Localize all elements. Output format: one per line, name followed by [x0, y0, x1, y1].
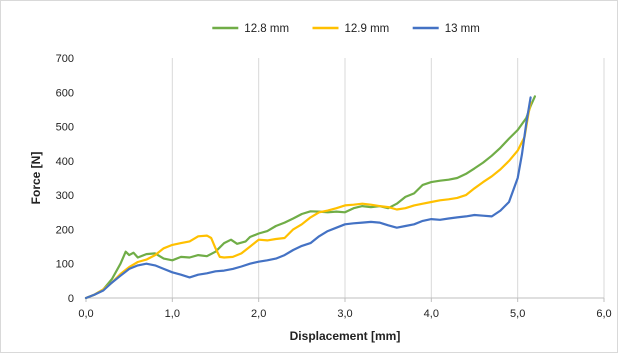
series-line-13-mm — [84, 96, 532, 300]
legend-label: 12.8 mm — [244, 23, 289, 35]
series-line-12-8-mm — [84, 95, 536, 300]
y-tick-labels: 0 100 200 300 400 500 600 700 — [56, 53, 74, 305]
y-tick-label: 500 — [56, 122, 74, 134]
y-tick-label: 300 — [56, 190, 74, 202]
y-tick-label: 400 — [56, 156, 74, 168]
legend: 12.8 mm 12.9 mm 13 mm — [212, 23, 480, 35]
x-tick-label: 4,0 — [424, 308, 439, 320]
series-line-12-9-mm — [84, 101, 532, 300]
x-axis-title: Displacement [mm] — [290, 329, 401, 343]
x-tick-label: 2,0 — [251, 308, 266, 320]
y-tick-label: 200 — [56, 224, 74, 236]
x-tick-label: 0,0 — [78, 308, 93, 320]
legend-label: 13 mm — [445, 23, 480, 35]
x-tick-label: 3,0 — [337, 308, 352, 320]
x-tick-label: 6,0 — [596, 308, 611, 320]
axes — [85, 297, 605, 302]
series-lines — [84, 95, 536, 300]
x-tick-labels: 0,0 1,0 2,0 3,0 4,0 5,0 6,0 — [78, 308, 611, 320]
y-tick-label: 700 — [56, 53, 74, 65]
legend-label: 12.9 mm — [345, 23, 390, 35]
y-tick-label: 600 — [56, 87, 74, 99]
x-tick-label: 1,0 — [165, 308, 180, 320]
x-tick-label: 5,0 — [510, 308, 525, 320]
gridlines — [171, 58, 605, 298]
y-tick-label: 0 — [68, 293, 74, 305]
y-axis-title: Force [N] — [29, 152, 43, 205]
y-tick-label: 100 — [56, 259, 74, 271]
